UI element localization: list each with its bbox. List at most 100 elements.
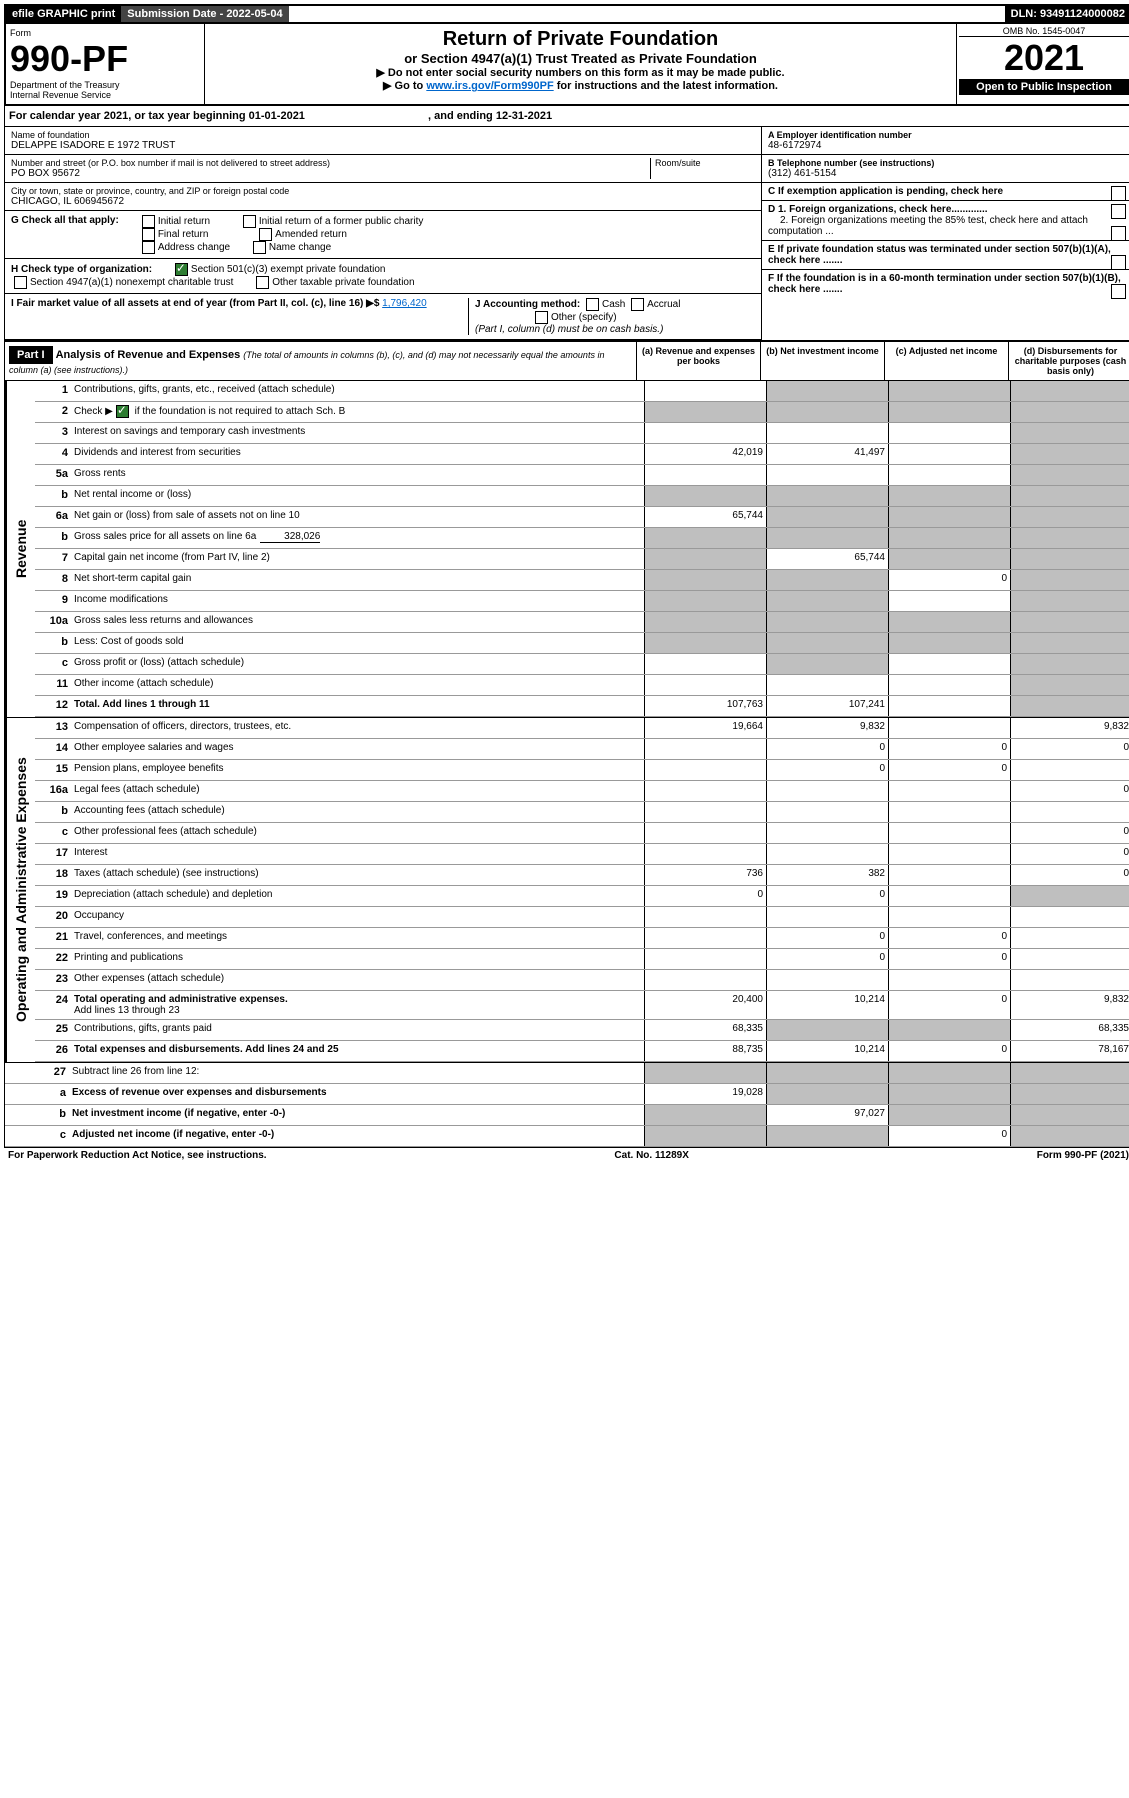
l24-desc: Total operating and administrative expen…	[71, 991, 644, 1019]
l21-b: 0	[766, 928, 888, 948]
l16a-d: 0	[1010, 781, 1129, 801]
fmv-value[interactable]: 1,796,420	[382, 298, 427, 309]
l27b-desc: Net investment income (if negative, ente…	[69, 1105, 644, 1125]
j-note: (Part I, column (d) must be on cash basi…	[475, 324, 663, 335]
note-ssn: ▶ Do not enter social security numbers o…	[209, 66, 952, 79]
l14-b: 0	[766, 739, 888, 759]
opt-4947: Section 4947(a)(1) nonexempt charitable …	[30, 277, 233, 288]
form-number: 990-PF	[10, 38, 200, 80]
l13-desc: Compensation of officers, directors, tru…	[71, 718, 644, 738]
f-label: F If the foundation is in a 60-month ter…	[768, 273, 1121, 295]
cb-foreign-org[interactable]	[1111, 204, 1126, 219]
cb-initial-former[interactable]	[243, 215, 256, 228]
opt-other-method: Other (specify)	[551, 312, 617, 323]
l27c-c: 0	[888, 1126, 1010, 1146]
cb-other-tax[interactable]	[256, 276, 269, 289]
revenue-side-label: Revenue	[5, 381, 35, 717]
l25-a: 68,335	[644, 1020, 766, 1040]
cb-initial[interactable]	[142, 215, 155, 228]
cal-mid: , and ending	[428, 110, 496, 122]
cb-exemption-pending[interactable]	[1111, 186, 1126, 201]
l6b-val: 328,026	[260, 531, 320, 543]
form990pf-link[interactable]: www.irs.gov/Form990PF	[426, 80, 553, 92]
cb-amended[interactable]	[259, 228, 272, 241]
part1-label: Part I	[9, 346, 53, 364]
revenue-section: Revenue 1Contributions, gifts, grants, e…	[4, 381, 1129, 718]
cal-begin: 01-01-2021	[249, 110, 305, 122]
pra-notice: For Paperwork Reduction Act Notice, see …	[8, 1150, 267, 1161]
cb-address[interactable]	[142, 241, 155, 254]
l27c-desc: Adjusted net income (if negative, enter …	[69, 1126, 644, 1146]
cb-85pct[interactable]	[1111, 226, 1126, 241]
l23-desc: Other expenses (attach schedule)	[71, 970, 644, 990]
l18-d: 0	[1010, 865, 1129, 885]
form-header: Form 990-PF Department of the Treasury I…	[4, 24, 1129, 106]
note-link: ▶ Go to www.irs.gov/Form990PF for instru…	[209, 79, 952, 92]
l24-a: 20,400	[644, 991, 766, 1019]
l24-c: 0	[888, 991, 1010, 1019]
line27-section: 27Subtract line 26 from line 12: aExcess…	[4, 1063, 1129, 1148]
omb: OMB No. 1545-0047	[959, 26, 1129, 37]
l17-desc: Interest	[71, 844, 644, 864]
top-bar: efile GRAPHIC print Submission Date - 20…	[4, 4, 1129, 24]
cb-60month[interactable]	[1111, 284, 1126, 299]
cb-terminated[interactable]	[1111, 255, 1126, 270]
expenses-side-label: Operating and Administrative Expenses	[5, 718, 35, 1062]
l14-c: 0	[888, 739, 1010, 759]
city-value: CHICAGO, IL 606945672	[11, 196, 755, 207]
cb-other-method[interactable]	[535, 311, 548, 324]
part1-header: Part I Analysis of Revenue and Expenses …	[4, 341, 1129, 381]
l14-d: 0	[1010, 739, 1129, 759]
dln: DLN: 93491124000082	[1005, 6, 1129, 22]
l16b-desc: Accounting fees (attach schedule)	[71, 802, 644, 822]
cb-final[interactable]	[142, 228, 155, 241]
l8-c: 0	[888, 570, 1010, 590]
l27a-a: 19,028	[644, 1084, 766, 1104]
opt-initial-former: Initial return of a former public charit…	[259, 216, 424, 227]
l25-d: 68,335	[1010, 1020, 1129, 1040]
l26-c: 0	[888, 1041, 1010, 1061]
l22-c: 0	[888, 949, 1010, 969]
l11-desc: Other income (attach schedule)	[71, 675, 644, 695]
l6a-desc: Net gain or (loss) from sale of assets n…	[71, 507, 644, 527]
opt-other-tax: Other taxable private foundation	[272, 277, 414, 288]
calendar-year-row: For calendar year 2021, or tax year begi…	[4, 106, 1129, 127]
h-label: H Check type of organization:	[11, 264, 152, 275]
l10a-desc: Gross sales less returns and allowances	[71, 612, 644, 632]
l18-desc: Taxes (attach schedule) (see instruction…	[71, 865, 644, 885]
cb-schb[interactable]	[116, 405, 129, 418]
l19-a: 0	[644, 886, 766, 906]
l19-desc: Depreciation (attach schedule) and deple…	[71, 886, 644, 906]
l6b-pre: Gross sales price for all assets on line…	[74, 531, 256, 542]
cb-cash[interactable]	[586, 298, 599, 311]
l19-b: 0	[766, 886, 888, 906]
phone-label: B Telephone number (see instructions)	[768, 158, 1126, 168]
l12-b: 107,241	[766, 696, 888, 716]
form-subtitle: or Section 4947(a)(1) Trust Treated as P…	[209, 51, 952, 66]
l2-post: if the foundation is not required to att…	[132, 406, 345, 417]
cb-name[interactable]	[253, 241, 266, 254]
note2-pre: ▶ Go to	[383, 80, 426, 92]
col-b-head: (b) Net investment income	[760, 342, 884, 380]
l21-desc: Travel, conferences, and meetings	[71, 928, 644, 948]
l1-desc: Contributions, gifts, grants, etc., rece…	[71, 381, 644, 401]
l24-title: Total operating and administrative expen…	[74, 994, 288, 1005]
l5b-desc: Net rental income or (loss)	[71, 486, 644, 506]
cb-4947[interactable]	[14, 276, 27, 289]
l26-b: 10,214	[766, 1041, 888, 1061]
addr-label: Number and street (or P.O. box number if…	[11, 158, 650, 168]
d1-label: D 1. Foreign organizations, check here..…	[768, 204, 988, 215]
cb-501c3[interactable]	[175, 263, 188, 276]
e-label: E If private foundation status was termi…	[768, 244, 1111, 266]
g-row: G Check all that apply: Initial return I…	[5, 211, 761, 259]
efile-label[interactable]: efile GRAPHIC print	[6, 6, 121, 22]
i-label: I Fair market value of all assets at end…	[11, 298, 379, 309]
l25-desc: Contributions, gifts, grants paid	[71, 1020, 644, 1040]
l4-desc: Dividends and interest from securities	[71, 444, 644, 464]
l22-b: 0	[766, 949, 888, 969]
cat-no: Cat. No. 11289X	[614, 1150, 688, 1161]
form-label: Form	[10, 28, 200, 38]
cb-accrual[interactable]	[631, 298, 644, 311]
l18-b: 382	[766, 865, 888, 885]
city-label: City or town, state or province, country…	[11, 186, 755, 196]
